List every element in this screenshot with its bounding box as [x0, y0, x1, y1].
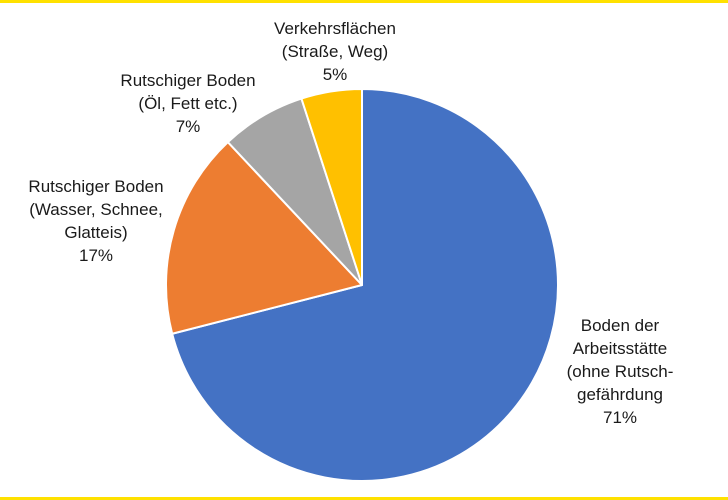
pie-slice-3 [300, 88, 363, 286]
slice-label-line: Rutschiger Boden [120, 71, 255, 90]
pie-chart: Boden der Arbeitsstätte (ohne Rutsch-gefäh… [28, 19, 673, 482]
slice-label-line: Glatteis) [64, 223, 127, 242]
pie-slice-0 [171, 88, 559, 482]
slice-label-line: (ohne Rutsch- [567, 362, 674, 381]
slice-label-line: gefährdung [577, 385, 663, 404]
slice-label-line: (Wasser, Schnee, [29, 200, 163, 219]
slice-label-line: Rutschiger Boden [28, 177, 163, 196]
slice-label-0: Boden der Arbeitsstätte (ohne Rutsch-gefäh… [567, 316, 674, 427]
slice-value-label: 5% [323, 65, 348, 84]
slice-label-line: (Öl, Fett etc.) [138, 94, 237, 113]
slice-label-2: Rutschiger Boden (Öl, Fett etc.) 7% [120, 71, 255, 136]
slice-label-3: Verkehrsflächen (Straße, Weg) 5% [274, 19, 396, 84]
slice-value-label: 7% [176, 117, 201, 136]
slice-labels: Boden der Arbeitsstätte (ohne Rutsch-gefäh… [28, 19, 673, 427]
slice-label-line: Arbeitsstätte [573, 339, 668, 358]
slice-label-line: Verkehrsflächen [274, 19, 396, 38]
slice-label-line: (Straße, Weg) [282, 42, 388, 61]
pie-slice-1 [165, 141, 363, 335]
slice-label-line: Boden der [581, 316, 660, 335]
slice-value-label: 71% [603, 408, 637, 427]
slice-label-1: Rutschiger Boden (Wasser, Schnee, Glatteis… [28, 177, 163, 265]
slice-value-label: 17% [79, 246, 113, 265]
pie-slices [165, 88, 559, 482]
